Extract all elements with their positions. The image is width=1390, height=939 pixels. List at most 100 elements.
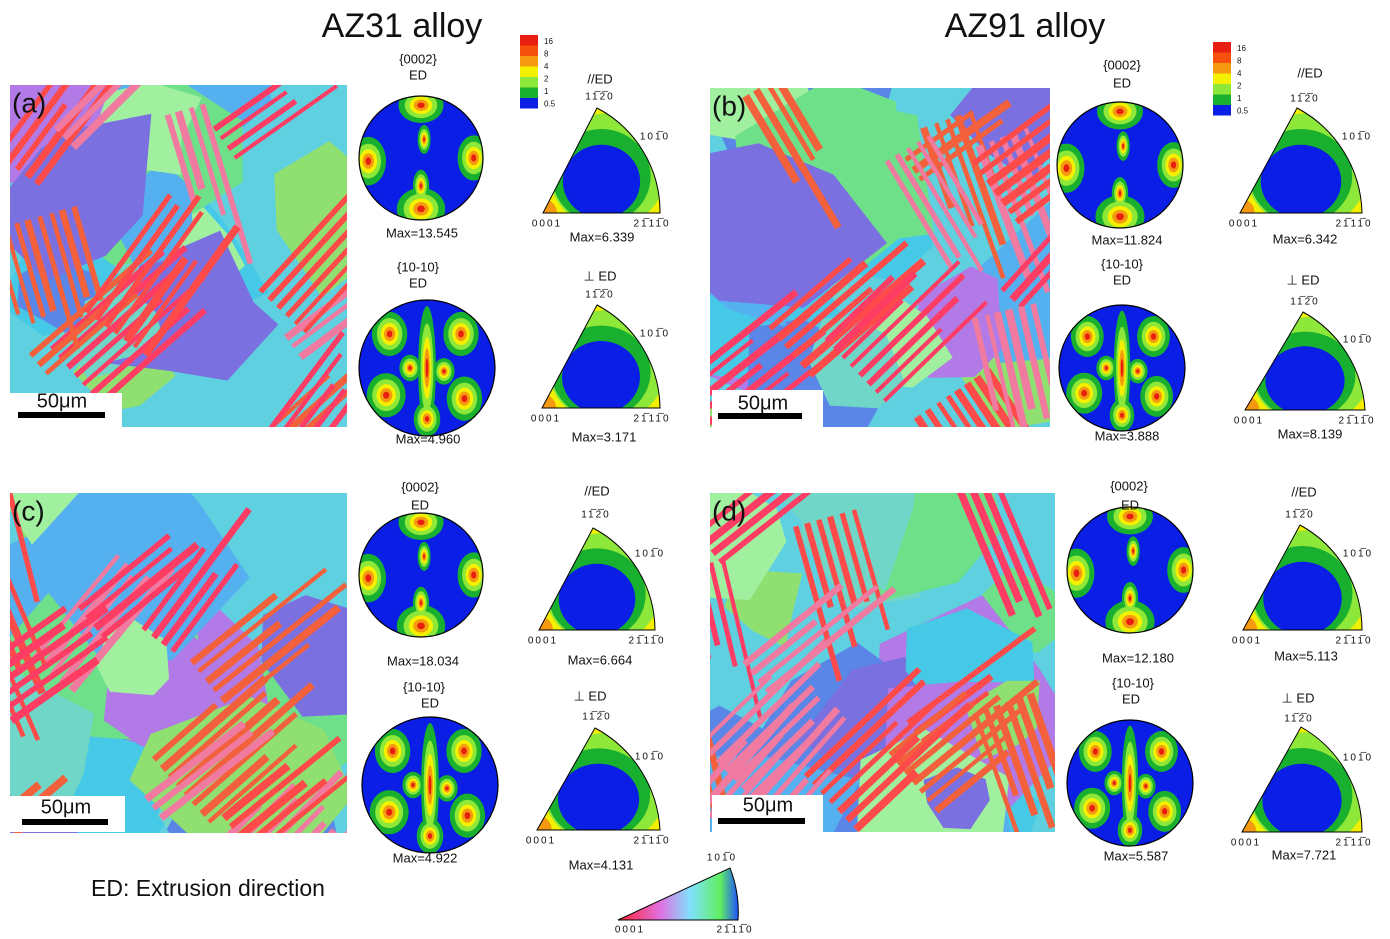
pf-contour (1116, 109, 1123, 115)
legend-label: 16 (544, 37, 553, 46)
pf-contour (417, 205, 425, 212)
pf-plane: {0002} (1110, 478, 1148, 493)
pf-contour (428, 833, 432, 839)
ipf-level (562, 341, 640, 413)
pole-figure (351, 88, 490, 230)
ipf-corner: 0001 (531, 414, 561, 425)
pf-max: Max=5.587 (1104, 848, 1169, 863)
pf-contour (1132, 549, 1134, 554)
pf-contour (417, 102, 424, 108)
pf-contour (417, 622, 425, 629)
pf-contour (411, 783, 414, 787)
ipf-corner: 0001 (532, 219, 562, 230)
pf-contour (1151, 333, 1156, 340)
ipf-corner: 101̅0 (640, 328, 670, 340)
ipf-triangle (1229, 525, 1368, 646)
ipf-corner: 101̅0 (1343, 334, 1373, 346)
pf-contour (1122, 144, 1124, 149)
ipf-corner: 21̅11̅0 (1335, 635, 1372, 647)
pf-plane: {10-10} (1101, 256, 1144, 271)
pf-direction: ED (1122, 691, 1140, 706)
pf-contour (1128, 828, 1132, 833)
ipf-corner: 21̅11̅0 (633, 835, 670, 847)
pf-contour (1121, 359, 1124, 377)
pf-contour (1126, 618, 1134, 625)
ipf-direction: ⊥ ED (574, 688, 607, 703)
ipf-max: Max=5.113 (1274, 648, 1338, 663)
twin (660, 573, 699, 711)
pole-figure (1058, 498, 1199, 643)
pf-contour (365, 574, 371, 582)
ipf-corner: 0001 (1234, 416, 1264, 427)
pf-contour (458, 330, 464, 337)
pf-max: Max=11.824 (1092, 232, 1163, 247)
ipf-level (563, 145, 640, 219)
pf-max: Max=4.960 (396, 431, 461, 446)
ipf-triangle (529, 108, 666, 229)
twin (247, 828, 337, 920)
pf-contour (471, 571, 476, 578)
pf-direction: ED (411, 497, 429, 512)
ipf-level (558, 764, 639, 835)
pf-max: Max=4.922 (393, 850, 458, 865)
ipf-corner: 21̅11̅0 (1338, 415, 1375, 427)
panel-label: (c) (12, 495, 45, 526)
ipf-max: Max=3.171 (572, 429, 637, 444)
ipf-triangle (525, 528, 661, 645)
twin (672, 570, 701, 671)
legend-swatch (520, 35, 538, 46)
ipf-max: Max=6.342 (1273, 231, 1338, 246)
title: AZ91 alloy (945, 7, 1106, 45)
pf-contour (1085, 333, 1090, 340)
pf-contour (465, 812, 471, 819)
ipf-corner: 21̅11̅0 (1335, 218, 1372, 230)
pf-contour (423, 554, 425, 559)
pf-plane: {0002} (401, 479, 439, 494)
ipf-direction: ⊥ ED (1282, 690, 1315, 705)
figure: AZ31 alloy AZ91 alloy ED: Extrusion dire… (0, 0, 1390, 939)
legend-swatch (520, 77, 538, 88)
pf-contour (429, 775, 432, 795)
pf-contour (387, 330, 393, 337)
ipf-direction: //ED (584, 483, 609, 498)
twin (681, 738, 709, 827)
pf-contour (423, 137, 425, 142)
pf-contour (1162, 808, 1167, 815)
pf-contour (1171, 161, 1176, 168)
pf-contour (425, 416, 429, 422)
ipf-direction: //ED (1297, 65, 1322, 80)
legend-label: 8 (1237, 57, 1242, 66)
title: AZ31 alloy (322, 7, 483, 45)
key-corner: 21̅11̅0 (716, 924, 753, 936)
scale-label: 50μm (37, 390, 87, 412)
legend-swatch (1213, 95, 1231, 106)
key-corner: 101̅0 (707, 852, 737, 864)
legend-swatch (520, 88, 538, 99)
legend-label: 4 (1237, 69, 1242, 78)
pf-contour (1181, 566, 1186, 573)
ipf-corner: 11̅2̅0 (581, 509, 611, 521)
legend-label: 4 (544, 62, 549, 71)
twin (0, 448, 8, 573)
ipf-corner: 21̅11̅0 (628, 635, 665, 647)
ipf-max: Max=7.721 (1272, 847, 1337, 862)
scale-label: 50μm (743, 794, 793, 816)
pf-plane: {0002} (1103, 57, 1141, 72)
legend-label: 8 (544, 50, 549, 59)
ipf-max: Max=6.664 (568, 652, 633, 667)
ipf-corner: 11̅2̅0 (1290, 93, 1320, 105)
legend-label: 16 (1237, 44, 1246, 53)
legend-swatch (1213, 74, 1231, 85)
ebsd-map (0, 439, 390, 927)
ipf-corner: 0001 (526, 836, 556, 847)
ipf-corner: 11̅2̅0 (1284, 713, 1314, 725)
ipf-max: Max=4.131 (569, 857, 634, 872)
ipf-corner: 11̅2̅0 (1290, 296, 1320, 308)
legend-swatch (520, 67, 538, 78)
panel-label: (d) (712, 495, 746, 526)
legend-swatch (520, 46, 538, 57)
pf-direction: ED (409, 275, 427, 290)
pf-contour (471, 154, 476, 161)
panel-label: (b) (712, 90, 746, 121)
pf-contour (1144, 784, 1147, 788)
